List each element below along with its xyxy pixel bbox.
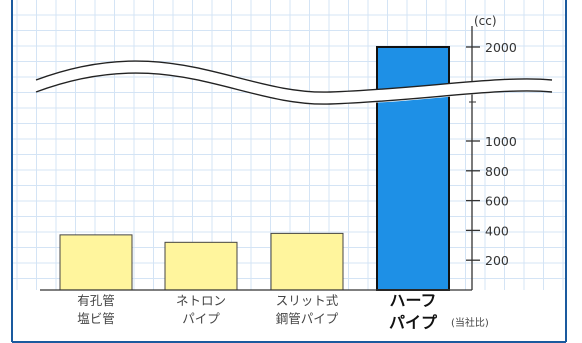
comparison-note: (当社比) [451,316,489,329]
category-label-0-line1: 有孔管 [77,293,115,308]
y-tick-label-5: 2000 [485,40,517,55]
bar-1 [164,241,238,291]
y-tick-label-2: 600 [485,194,509,209]
category-label-1-line2: パイプ [182,311,220,326]
axis-break-band [36,61,552,105]
bar-3 [376,46,450,291]
bar-2 [270,232,344,291]
axis-break-line-bottom [35,72,553,105]
category-label-3-line2: パイプ [389,313,438,332]
category-label-1-line1: ネトロン [176,293,226,308]
y-tick-label-3: 800 [485,164,509,179]
axis-break-line-top [35,60,553,93]
y-tick-label-0: 200 [485,253,509,268]
y-tick-label-4: 1000 [485,134,517,149]
category-label-2-line1: スリット式 [276,293,339,308]
y-tick-label-1: 400 [485,223,509,238]
category-label-0-line2: 塩ビ管 [77,311,115,326]
category-label-3-line1: ハーフ [389,291,436,310]
category-label-2-line2: 鋼管パイプ [276,311,339,326]
bar-0 [59,234,133,291]
y-unit-label: (cc) [474,14,497,28]
